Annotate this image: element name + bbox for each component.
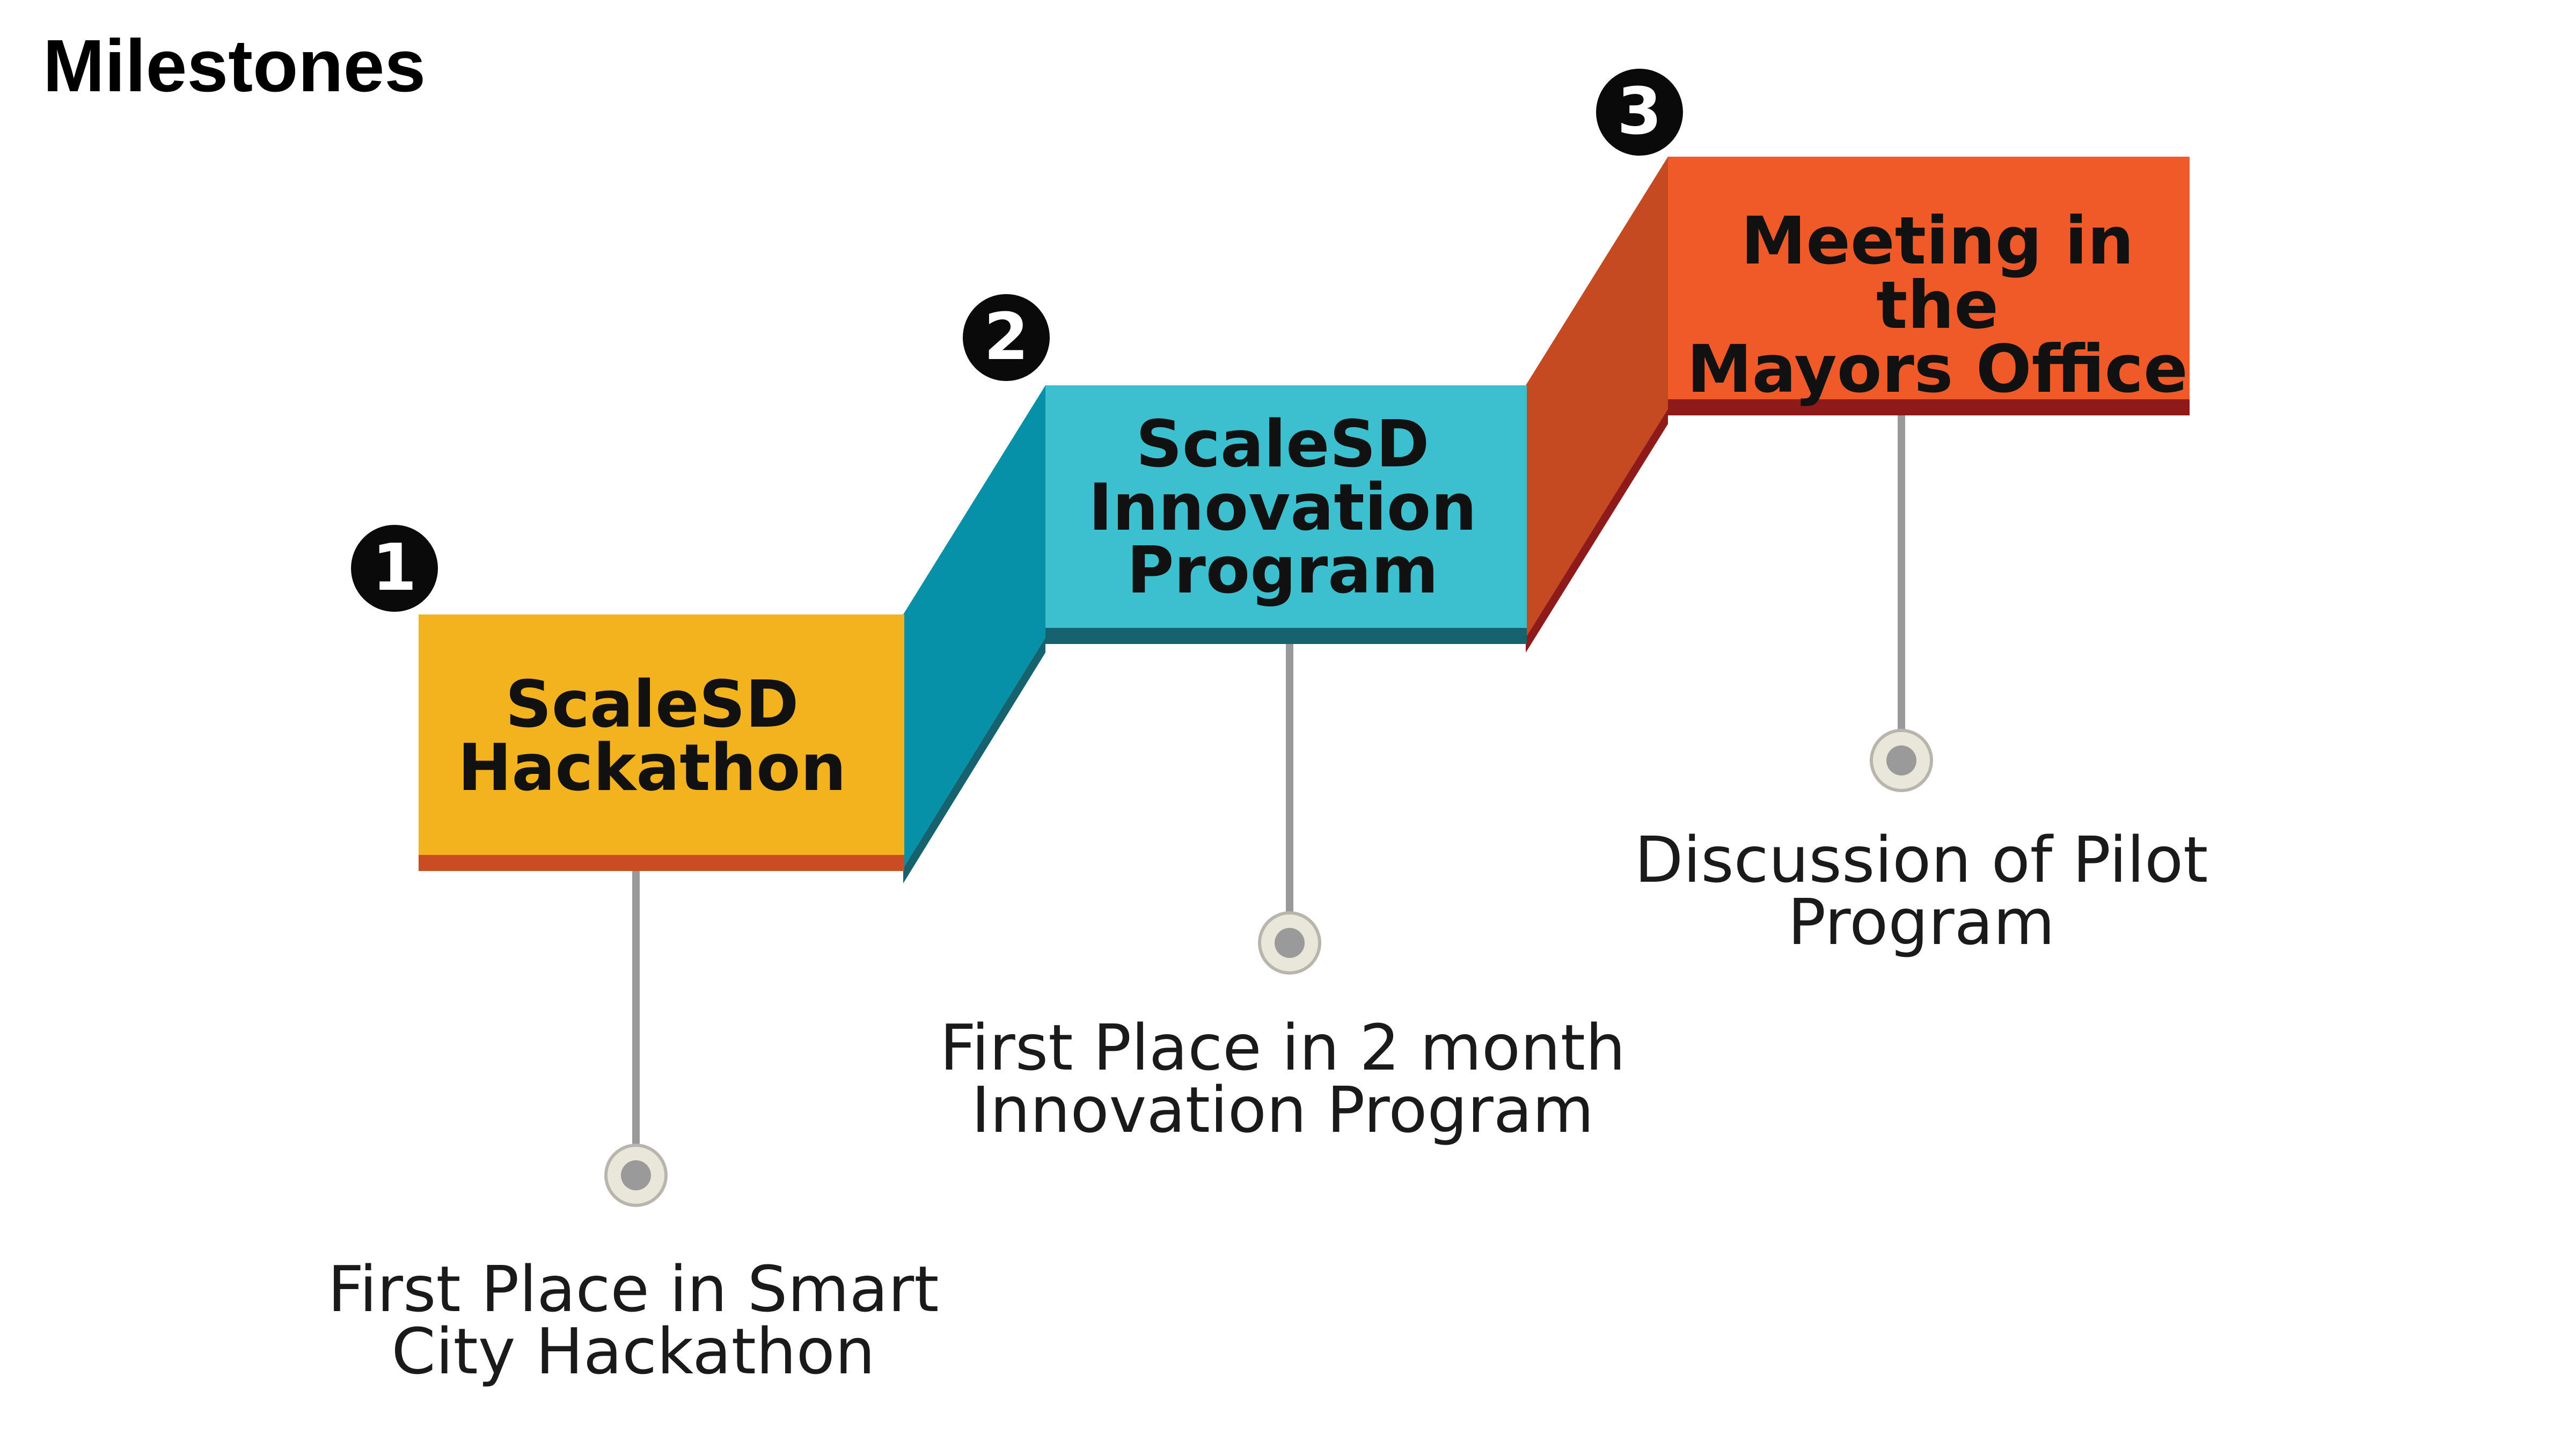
step-1-block-base — [419, 855, 904, 871]
step-3-block — [1668, 157, 2190, 399]
step-3-description: Discussion of Pilot Program — [1634, 823, 2208, 959]
step-1-description: First Place in Smart City Hackathon — [327, 1252, 939, 1388]
connector-node-2 — [1258, 911, 1321, 975]
step-3-number-badge: 3 — [1596, 69, 1683, 156]
step-3-block-base — [1668, 399, 2190, 415]
step-2-number-badge: 2 — [963, 294, 1050, 381]
step-2-label: ScaleSD Innovation Program — [1088, 407, 1477, 609]
step-3-riser — [1526, 157, 1668, 638]
step-2-riser — [903, 385, 1045, 868]
connector-node-1 — [604, 1144, 668, 1207]
step-3-riser-edge — [1526, 409, 1668, 653]
step-2-riser-edge — [903, 638, 1045, 883]
step-1-number-badge: 1 — [351, 525, 438, 612]
step-2-block — [1045, 385, 1527, 628]
step-3-label: Meeting in the Mayors Office — [1687, 203, 2188, 408]
connector-node-3 — [1870, 729, 1933, 792]
page-title: Milestones — [43, 25, 426, 107]
step-2-description: First Place in 2 month Innovation Progra… — [940, 1011, 1626, 1147]
step-1-block — [419, 614, 904, 855]
step-1-label: ScaleSD Hackathon — [458, 668, 846, 806]
step-2-block-base — [1045, 628, 1527, 644]
